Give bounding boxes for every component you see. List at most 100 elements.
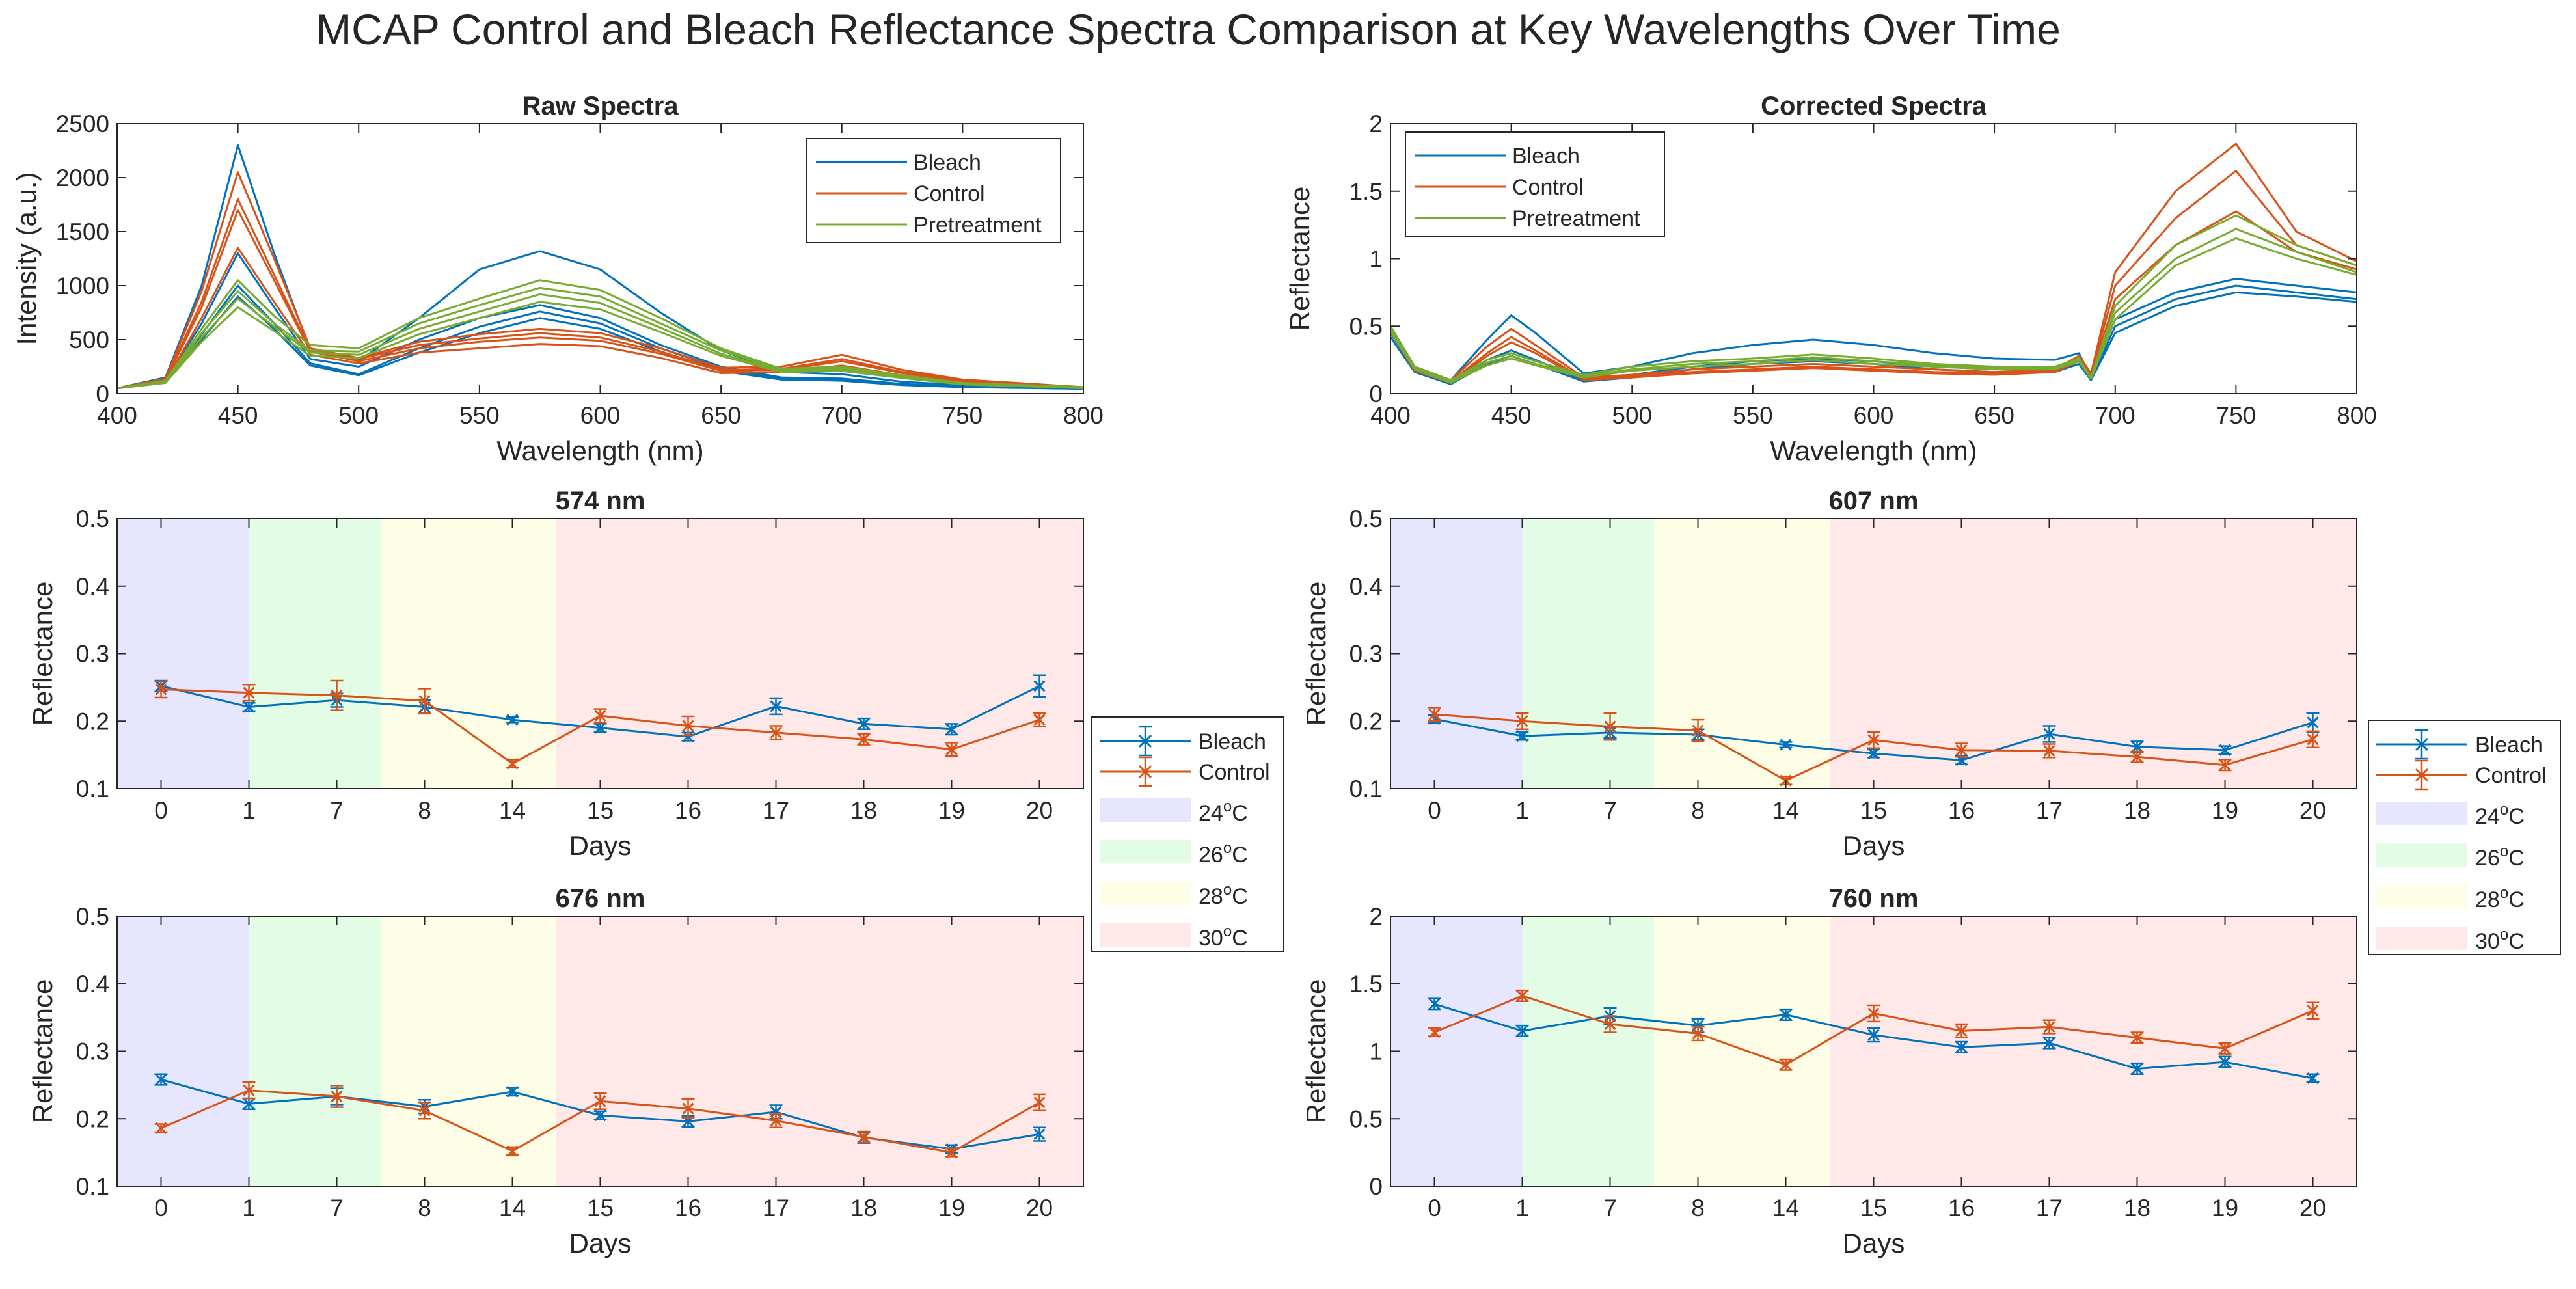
x-tick-label: 8 [1691,797,1705,824]
x-tick-label: 650 [1974,402,2014,429]
y-tick-label: 0.5 [1349,506,1383,532]
legend-swatch-temp-26 [2376,843,2467,867]
data-point-control [155,1122,167,1134]
x-tick-label: 700 [2095,402,2135,429]
chart-title: Corrected Spectra [1761,92,1987,120]
series-line-pretreatment-10 [116,293,1084,390]
x-axis-label: Wavelength (nm) [496,435,703,466]
data-point-bleach [1033,1128,1046,1141]
legend-label: Bleach [1512,144,1580,169]
legend-raw-spectra: Bleach Control Pretreatment [806,138,1061,243]
y-tick-label: 0.2 [76,1106,109,1132]
x-tick-label: 17 [763,797,789,824]
x-tick-label: 7 [330,797,344,824]
legend-label: Pretreatment [1512,206,1640,231]
series-line-bleach-0 [116,144,1084,390]
data-point-control [2043,1021,2055,1033]
data-point-bleach [1033,680,1046,692]
data-point-control [331,1090,343,1103]
series-line-bleach-0 [1389,278,2357,381]
y-tick-label: 0.2 [1349,708,1383,735]
y-tick-label: 0.1 [76,1173,109,1200]
chart-title: 760 nm [1829,884,1919,913]
legend-label-temp-30: 30oC [1199,923,1248,951]
x-tick-label: 0 [154,797,168,824]
x-tick-label: 17 [763,1195,789,1221]
x-tick-label: 19 [938,1195,965,1221]
x-tick-label: 8 [418,797,431,824]
data-point-bleach [1867,1029,1880,1041]
x-tick-label: 15 [587,1195,614,1221]
x-tick-label: 14 [499,797,526,824]
x-tick-label: 800 [2337,402,2377,429]
x-tick-label: 17 [2036,797,2063,824]
x-tick-label: 750 [2216,402,2257,429]
data-point-control [1692,724,1704,737]
series-line-control-6 [116,209,1084,390]
legend-swatch-temp-26 [1100,840,1191,863]
y-tick-label: 0 [96,381,109,407]
series-line-control-5 [1389,210,2357,384]
x-axis-label: Days [569,830,632,861]
temp-band-28 [381,916,556,1186]
x-tick-label: 18 [2124,797,2150,824]
x-axis-label: Days [1843,1228,1905,1258]
y-tick-label: 1500 [56,219,109,245]
series-line-control-3 [1389,142,2357,381]
data-point-control [1955,744,1968,756]
data-point-control [1033,714,1046,726]
temp-band-26 [1522,916,1654,1186]
data-point-bleach [2043,1037,2055,1050]
data-point-bleach [770,700,782,712]
data-point-control [1867,734,1880,746]
x-tick-label: 7 [330,1195,344,1221]
figure-title: MCAP Control and Bleach Reflectance Spec… [316,5,2061,53]
data-point-control [1516,990,1528,1002]
y-tick-label: 0.1 [1349,776,1383,802]
series-line-pretreatment-6 [1389,214,2357,381]
x-tick-label: 750 [943,402,983,429]
legend-label: Bleach [2475,733,2543,757]
x-tick-label: 400 [97,402,137,429]
data-point-control [770,726,782,739]
temp-band-28 [1654,519,1830,789]
series-line-control-4 [116,171,1084,390]
y-tick-label: 0.5 [76,506,109,532]
x-tick-label: 14 [1772,797,1799,824]
legend-label-temp-26: 26oC [1199,839,1248,867]
data-point-control [2043,744,2055,757]
y-tick-label: 0.4 [76,573,109,600]
legend-swatch-temp-28 [1100,882,1191,905]
data-point-bleach [1867,747,1880,760]
series-line-control-5 [116,198,1084,390]
y-tick-label: 0.5 [1349,313,1383,340]
legend-time-right: Bleach Control 24oC 26oC 28oC 30oC [2368,720,2561,955]
y-tick-label: 0.5 [1349,1106,1383,1132]
x-axis-label: Days [1843,830,1905,861]
data-point-bleach [594,1109,606,1122]
y-axis-label: Reflectance [27,582,58,726]
legend-swatch-temp-28 [2376,885,2467,908]
x-tick-label: 18 [850,1195,877,1221]
x-tick-label: 450 [1491,402,1532,429]
data-point-control [682,720,694,732]
y-axis-label: Reflectance [27,979,58,1124]
chart-title: 574 nm [556,487,645,515]
data-point-control [155,683,167,696]
data-point-bleach [155,1074,167,1086]
data-point-control [418,1104,431,1117]
data-point-bleach [243,701,255,713]
data-point-control [243,686,255,699]
data-point-bleach [945,723,958,735]
chart-title: Raw Spectra [522,92,679,120]
legend-label-temp-24: 24oC [1199,798,1248,826]
data-point-control [858,1131,870,1143]
x-tick-label: 16 [1948,1195,1975,1221]
x-tick-label: 16 [1948,797,1975,824]
data-point-bleach [2043,727,2055,740]
series-line-control-4 [1389,170,2357,383]
data-point-bleach [2219,1056,2231,1068]
x-tick-label: 18 [2124,1195,2150,1221]
series-line-pretreatment-11 [116,301,1084,390]
